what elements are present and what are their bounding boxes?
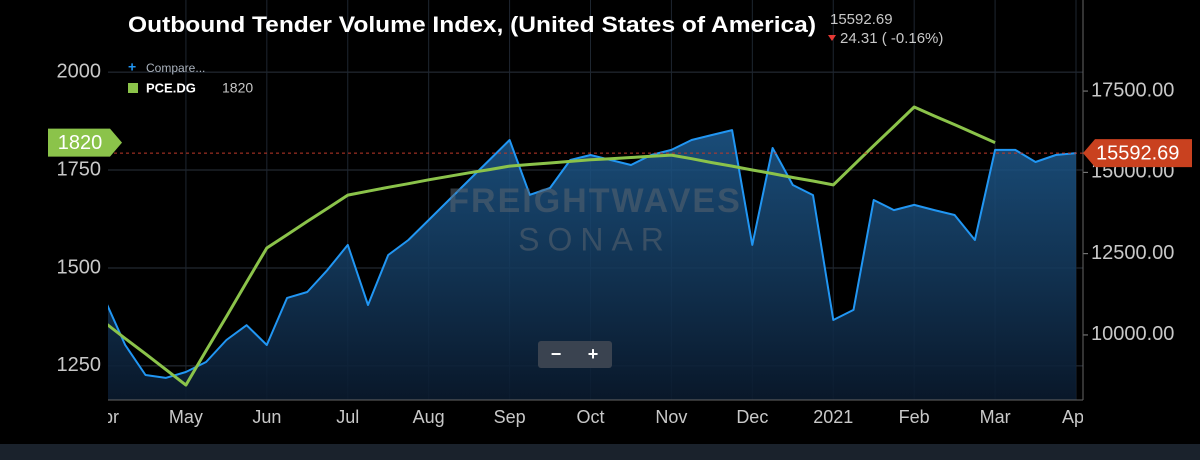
- x-tick-label: Aug: [413, 407, 445, 427]
- compare-link[interactable]: Compare...: [146, 61, 205, 75]
- legend-value: 1820: [222, 80, 253, 96]
- x-tick-label: 2021: [813, 407, 853, 427]
- y2-tick-label: 12500.00: [1091, 242, 1174, 264]
- legend-label: PCE.DG: [146, 80, 196, 95]
- y2-tick-label: 10000.00: [1091, 323, 1174, 345]
- last-value-tag: [1083, 139, 1192, 168]
- x-tick-label: Oct: [576, 407, 604, 427]
- line: [108, 105, 996, 387]
- y-tick-label: 1250: [57, 354, 102, 376]
- zoom-in[interactable]: +: [588, 344, 599, 364]
- x-tick-label: Feb: [899, 407, 930, 427]
- pce-tag-label: 1820: [58, 132, 103, 154]
- x-tick-label: Jul: [336, 407, 359, 427]
- compare-icon[interactable]: +: [128, 59, 136, 75]
- x-tick-label: Apr: [91, 407, 119, 427]
- x-tick-label: Nov: [655, 407, 687, 427]
- down-arrow: [828, 35, 836, 41]
- x-tick-label: May: [169, 407, 203, 427]
- y-tick-label: 1750: [57, 158, 102, 180]
- bottom-bar: [0, 444, 1200, 460]
- area: [108, 130, 1076, 400]
- chart-title: Outbound Tender Volume Index, (United St…: [128, 12, 816, 37]
- watermark-line: FREIGHTWAVES: [448, 182, 742, 220]
- y-tick-label: 2000: [57, 60, 102, 82]
- zoom-out[interactable]: −: [551, 344, 562, 364]
- y2-tick-label: 17500.00: [1091, 79, 1174, 101]
- legend-swatch: [128, 83, 138, 93]
- x-axis-labels: Apr May Jun Jul Aug Sep Oct Nov Dec 2021 Feb Mar Apr: [91, 407, 1090, 427]
- x-tick-label: Mar: [980, 407, 1011, 427]
- last-value-label: 15592.69: [1096, 142, 1179, 164]
- x-tick-label: Sep: [494, 407, 526, 427]
- zoom-controls: − +: [538, 341, 612, 368]
- pce-tag: [48, 128, 122, 157]
- header-change: 24.31 ( -0.16%): [840, 30, 943, 47]
- x-tick-label: Jun: [252, 407, 281, 427]
- plot-area: [108, 0, 1083, 400]
- watermark: FREIGHTWAVES SONAR: [448, 182, 742, 257]
- y-tick-label: 1500: [57, 256, 102, 278]
- x-tick-label: Dec: [736, 407, 768, 427]
- zoom-box: [538, 341, 612, 368]
- header-value: 15592.69: [830, 11, 893, 28]
- watermark-line: SONAR: [518, 221, 672, 257]
- line: [108, 129, 1077, 379]
- x-tick-label: Apr: [1062, 407, 1090, 427]
